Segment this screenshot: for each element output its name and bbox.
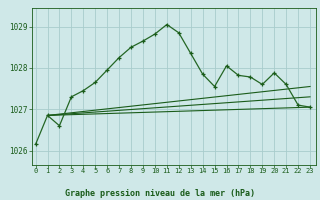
Text: Graphe pression niveau de la mer (hPa): Graphe pression niveau de la mer (hPa) (65, 189, 255, 198)
